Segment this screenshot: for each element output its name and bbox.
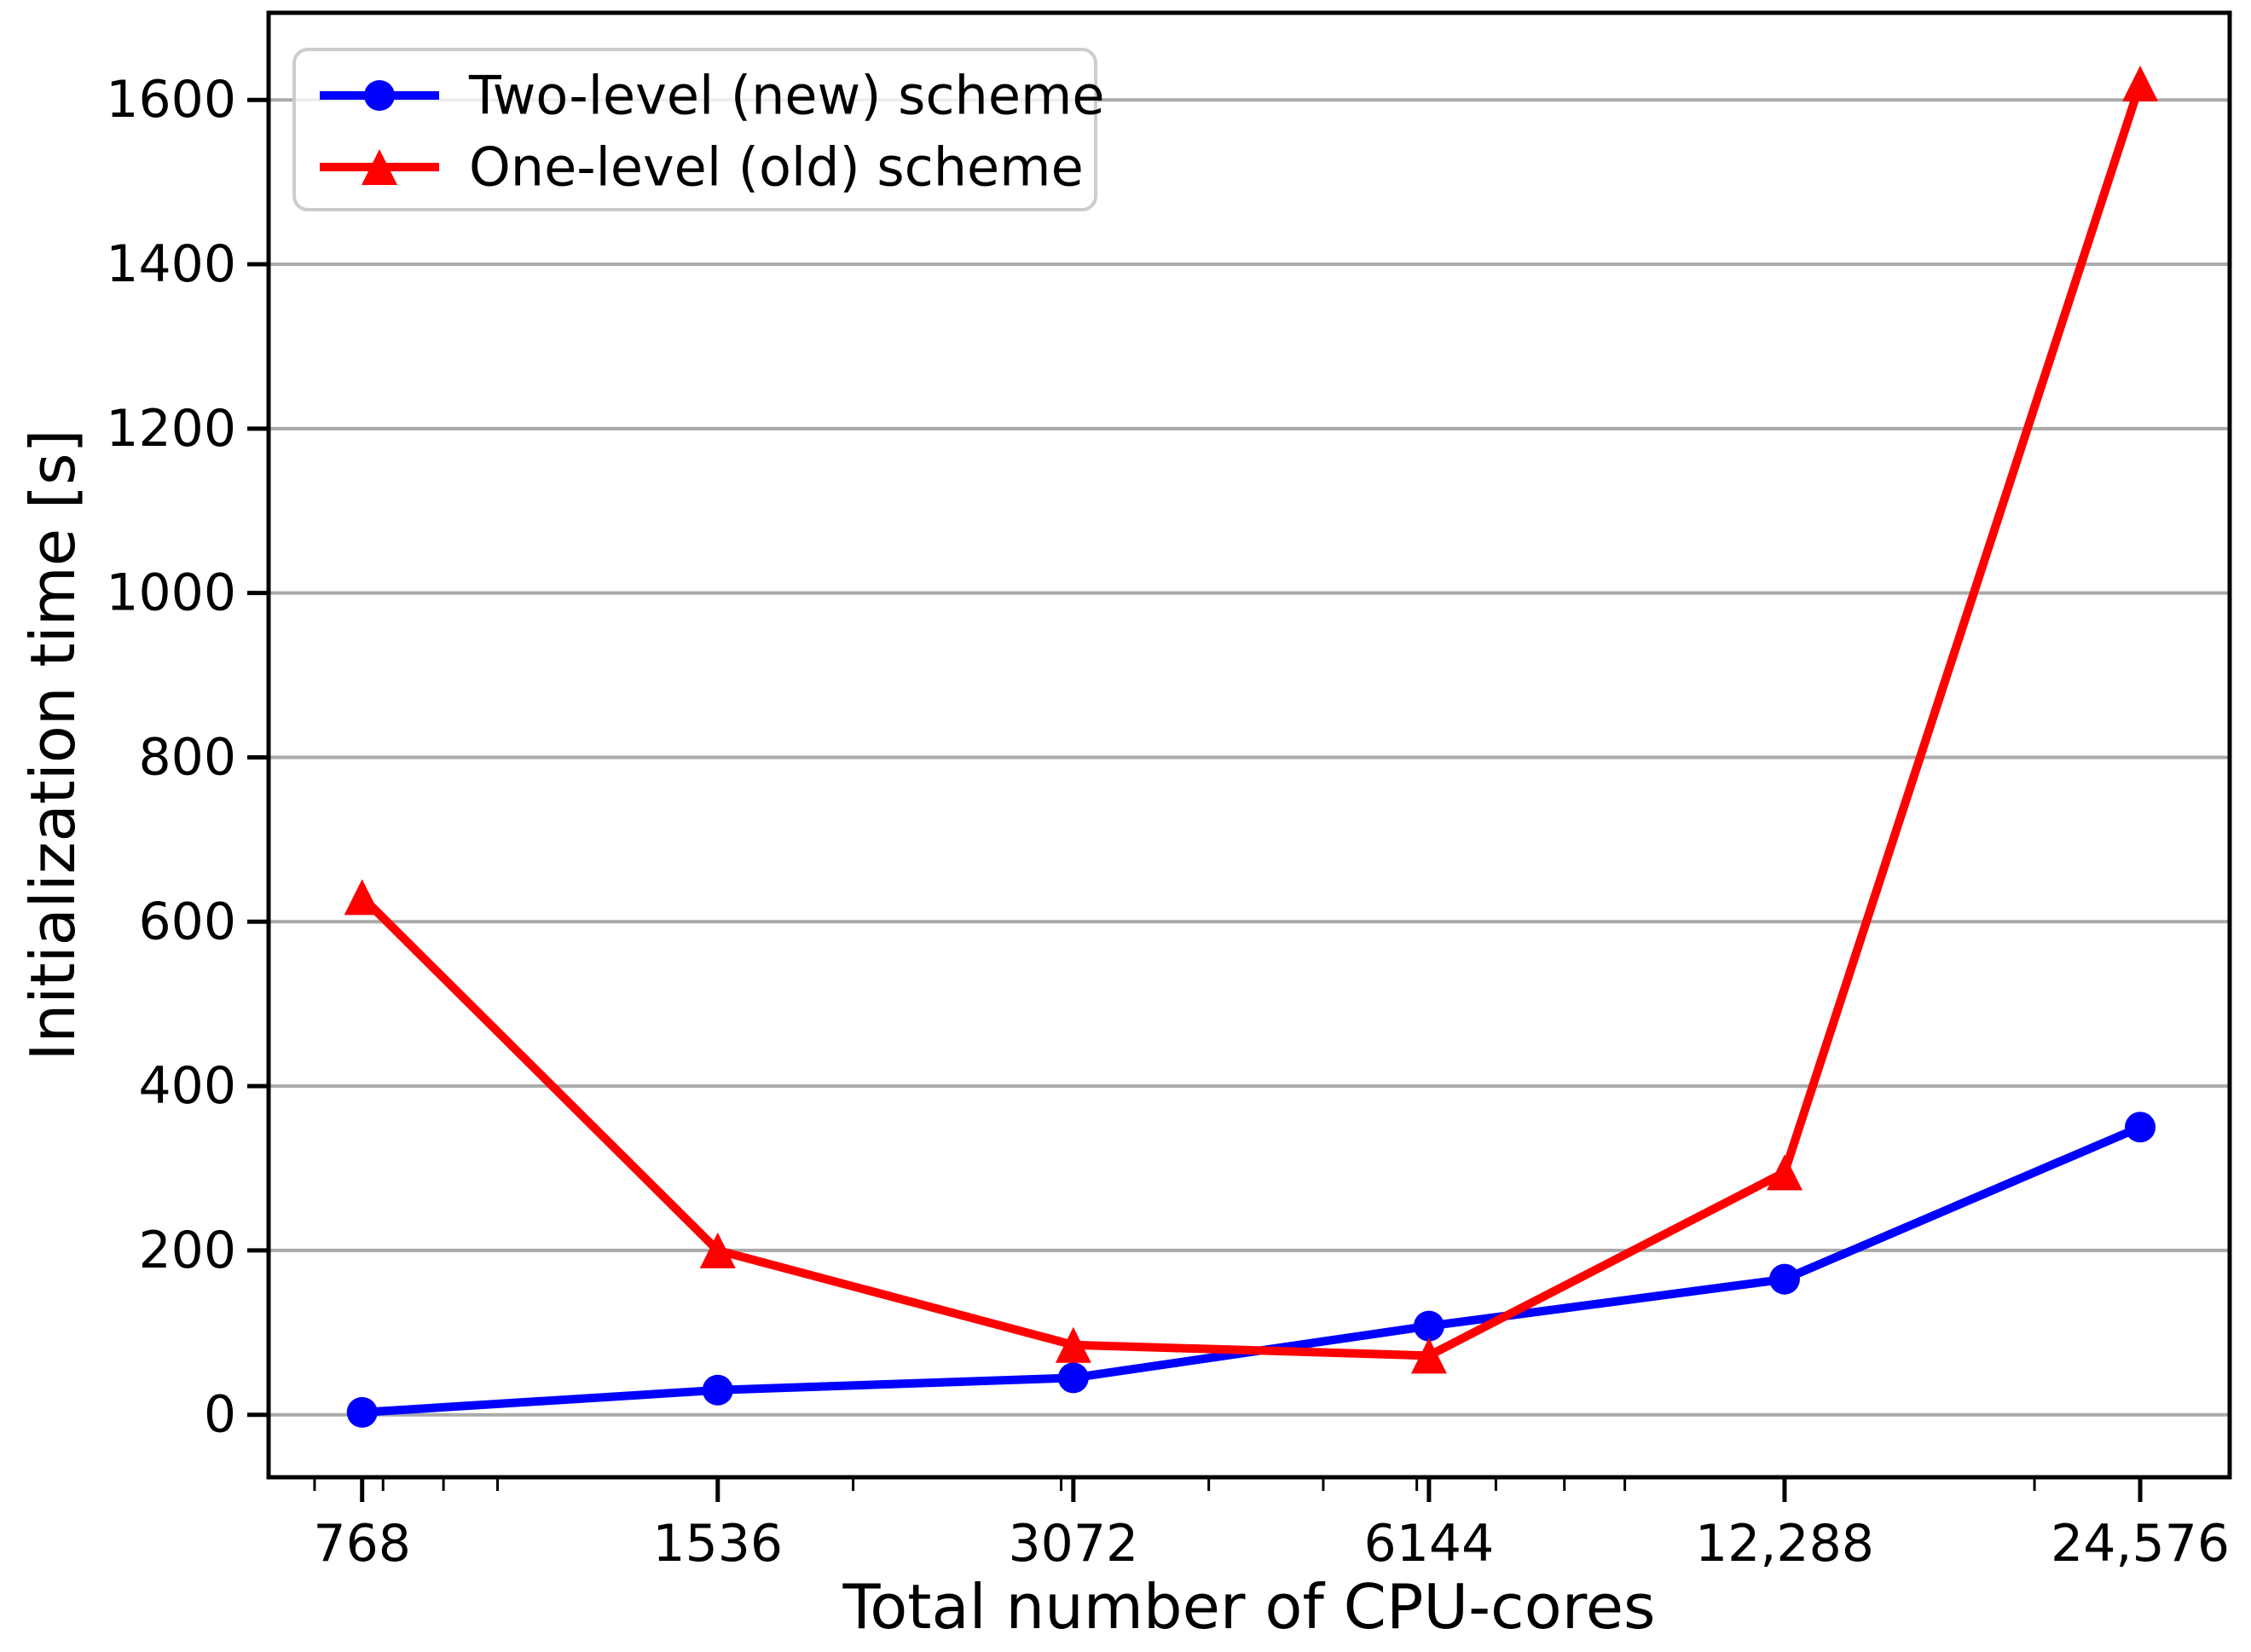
y-tick-label: 1600 xyxy=(106,70,236,130)
data-point-circle xyxy=(702,1374,733,1406)
y-tick-label: 600 xyxy=(138,892,236,951)
legend-circle-marker xyxy=(364,80,395,111)
data-point-circle xyxy=(1768,1263,1800,1295)
gridlines xyxy=(269,98,2230,1417)
series xyxy=(344,65,2159,1428)
y-tick-label: 0 xyxy=(204,1385,236,1445)
axes-frame xyxy=(266,10,2232,1480)
y-tick-label: 1000 xyxy=(106,563,236,623)
y-tick-label: 1200 xyxy=(106,399,236,459)
y-tick-label: 200 xyxy=(138,1221,236,1280)
legend-entry-label: One-level (old) scheme xyxy=(469,136,1084,199)
data-point-triangle xyxy=(1410,1337,1447,1374)
plot-border xyxy=(266,10,2232,1480)
y-tick-label: 1400 xyxy=(106,234,236,294)
legend-box xyxy=(292,48,1097,211)
series-line-1 xyxy=(357,78,2145,1360)
x-tick-label: 3072 xyxy=(1008,1514,1138,1574)
data-point-triangle xyxy=(344,879,380,916)
data-point-triangle xyxy=(699,1232,736,1268)
axis-ticks xyxy=(247,97,2143,1502)
x-tick-label: 24,576 xyxy=(2051,1514,2230,1574)
x-tick-label: 768 xyxy=(313,1514,411,1574)
data-point-circle xyxy=(1057,1362,1089,1394)
y-axis-label: Initialization time [s] xyxy=(17,429,89,1060)
y-tick-label: 800 xyxy=(138,727,236,787)
legend-triangle-marker xyxy=(362,149,397,185)
data-point-circle xyxy=(2125,1112,2156,1143)
legend-entry-label: Two-level (new) scheme xyxy=(468,65,1105,127)
x-tick-label: 6144 xyxy=(1364,1514,1495,1574)
legend: Two-level (new) scheme One-level (old) sc… xyxy=(292,48,1105,211)
x-tick-label: 1536 xyxy=(652,1514,783,1574)
y-tick-label: 400 xyxy=(138,1056,236,1116)
x-tick-label: 12,288 xyxy=(1695,1514,1874,1574)
axis-labels: 0 200 400 600 800 1000 1200 1400 1600 768 1536 3072… xyxy=(17,70,2230,1643)
data-point-triangle xyxy=(1055,1326,1091,1363)
x-axis-label: Total number of CPU-cores xyxy=(842,1571,1655,1643)
data-point-circle xyxy=(1413,1310,1444,1342)
data-point-triangle xyxy=(2122,65,2159,101)
series-line-0 xyxy=(357,1123,2145,1417)
data-point-circle xyxy=(346,1396,378,1428)
data-point-triangle xyxy=(1766,1154,1803,1191)
